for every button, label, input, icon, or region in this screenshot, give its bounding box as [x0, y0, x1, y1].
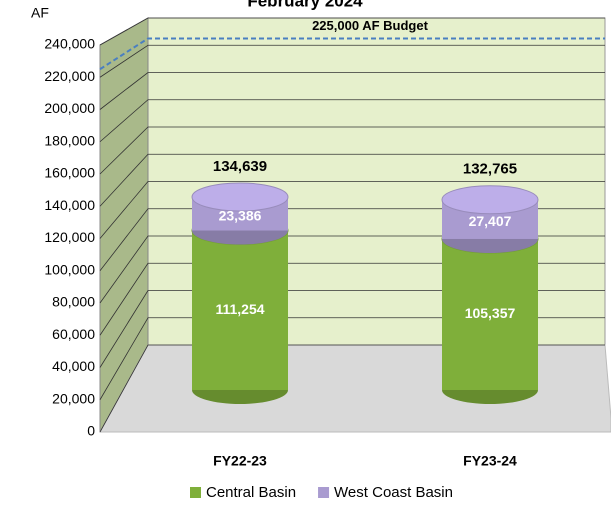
value-label: 111,254 [215, 301, 264, 317]
value-label: 23,386 [219, 207, 262, 223]
total-label: 132,765 [463, 161, 517, 178]
grid-line [99, 126, 605, 175]
grid-line [99, 99, 605, 143]
y-tick-label: 40,000 [52, 358, 95, 374]
segment-body [442, 238, 538, 390]
y-tick-label: 20,000 [52, 390, 95, 406]
x-tick-label: FY22-23 [213, 453, 267, 469]
y-tick-label: 180,000 [44, 132, 95, 148]
x-tick-label: FY23-24 [463, 453, 517, 469]
total-label: 134,639 [213, 158, 267, 175]
y-tick-label: 0 [87, 423, 95, 439]
cylinder-segment [441, 185, 539, 253]
grid-line [99, 181, 605, 239]
y-tick-label: 120,000 [44, 229, 95, 245]
y-axis-label: AF [31, 5, 49, 21]
budget-line [99, 37, 605, 71]
y-tick-label: 80,000 [52, 294, 95, 310]
cylinder-segment [191, 216, 289, 404]
value-label: 27,407 [469, 213, 512, 229]
grid-line [99, 153, 605, 207]
grid-line [99, 44, 605, 78]
segment-top [441, 185, 539, 215]
segment-top [191, 182, 289, 212]
segment-body [192, 230, 288, 390]
chart-title: February 2024 [247, 0, 363, 10]
legend-label: Central Basin [206, 484, 296, 501]
y-tick-label: 140,000 [44, 197, 95, 213]
grid-line [99, 17, 605, 46]
y-tick-label: 240,000 [44, 36, 95, 52]
legend-swatch [318, 487, 330, 498]
cylinder-segment [441, 224, 539, 404]
y-tick-label: 200,000 [44, 100, 95, 116]
cylinder-segment [191, 182, 289, 245]
budget-label: 225,000 AF Budget [312, 18, 429, 33]
y-tick-label: 160,000 [44, 165, 95, 181]
value-label: 105,357 [465, 305, 516, 321]
y-tick-label: 220,000 [44, 68, 95, 84]
legend-swatch [190, 487, 201, 498]
y-tick-label: 60,000 [52, 326, 95, 342]
y-tick-label: 100,000 [44, 261, 95, 277]
legend-label: West Coast Basin [334, 484, 453, 501]
grid-line [99, 72, 605, 110]
